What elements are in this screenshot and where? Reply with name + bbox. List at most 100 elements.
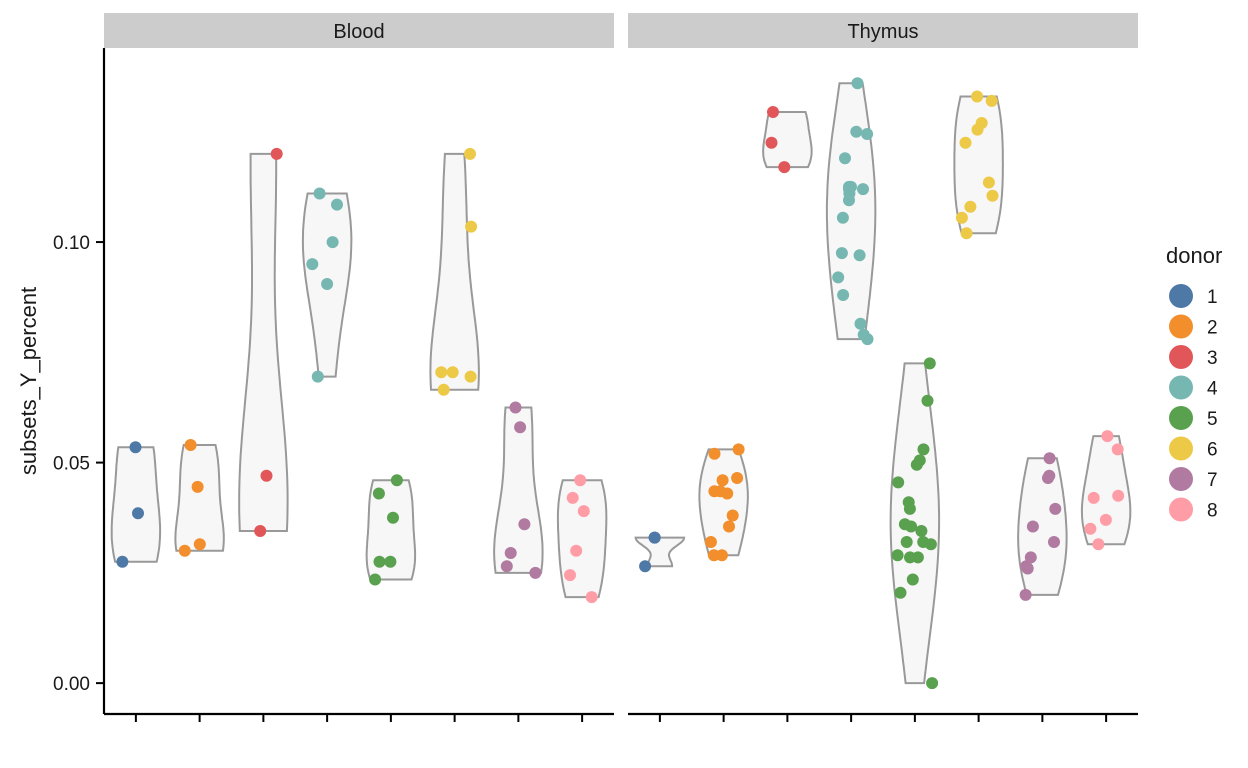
- data-point-donor-5: [891, 549, 904, 562]
- data-point-donor-4: [854, 317, 867, 330]
- data-point-donor-8: [1099, 513, 1112, 526]
- data-point-donor-2: [716, 474, 729, 487]
- data-point-donor-5: [906, 573, 919, 586]
- data-point-donor-7: [514, 421, 527, 434]
- data-point-donor-1: [129, 441, 142, 454]
- data-point-donor-5: [911, 551, 924, 564]
- legend-label: 1: [1207, 287, 1218, 308]
- data-point-donor-7: [1043, 452, 1056, 465]
- data-point-donor-1: [116, 555, 129, 568]
- violin-donor-7: [493, 406, 544, 574]
- data-point-donor-7: [1042, 472, 1054, 484]
- y-tick-label: 0.00: [53, 674, 90, 695]
- data-point-donor-4: [835, 247, 848, 260]
- legend-label: 2: [1207, 318, 1218, 339]
- data-point-donor-7: [1024, 551, 1037, 564]
- data-point-donor-2: [732, 443, 745, 456]
- legend-item-donor-2: 2: [1169, 314, 1218, 339]
- data-point-donor-2: [726, 509, 739, 522]
- data-point-donor-4: [861, 128, 874, 140]
- data-point-donor-4: [326, 236, 339, 249]
- legend-label: 5: [1207, 409, 1218, 430]
- data-point-donor-5: [373, 555, 386, 568]
- data-point-donor-7: [529, 566, 542, 579]
- data-point-donor-2: [184, 439, 197, 451]
- data-point-donor-1: [132, 507, 144, 520]
- legend-label: 4: [1207, 379, 1218, 400]
- data-point-donor-8: [566, 491, 579, 504]
- legend-items: 1 2 3 4 5 6 7 8: [1169, 284, 1218, 522]
- legend-swatch: [1169, 284, 1193, 308]
- legend-swatch: [1169, 436, 1193, 461]
- data-point-donor-5: [369, 573, 382, 586]
- data-point-donor-1: [639, 560, 652, 573]
- data-point-donor-2: [191, 480, 204, 493]
- data-point-donor-6: [437, 383, 450, 396]
- data-point-donor-6: [464, 147, 476, 160]
- violin-donor-2: [174, 444, 225, 552]
- violin-donor-4: [825, 82, 877, 341]
- data-point-donor-6: [465, 220, 478, 233]
- data-point-donor-4: [851, 77, 864, 90]
- violin-donor-8: [556, 479, 608, 599]
- data-point-donor-4: [306, 258, 319, 271]
- data-point-donor-8: [577, 505, 590, 518]
- legend-item-donor-8: 8: [1169, 497, 1218, 522]
- data-point-donor-7: [1048, 536, 1060, 548]
- violin-donor-8: [1080, 435, 1132, 546]
- data-point-donor-6: [982, 176, 995, 189]
- data-point-donor-2: [715, 549, 728, 562]
- data-point-donor-4: [311, 370, 324, 383]
- data-point-donor-3: [260, 469, 273, 482]
- data-point-donor-6: [985, 94, 998, 107]
- data-point-donor-5: [915, 525, 928, 537]
- facet-strip-label: Blood: [333, 21, 384, 43]
- data-point-donor-8: [1112, 489, 1125, 502]
- y-axis-title: subsets_Y_percent: [16, 287, 41, 475]
- data-point-donor-2: [731, 472, 744, 484]
- legend-label: 3: [1207, 348, 1218, 369]
- data-point-donor-7: [1026, 520, 1039, 533]
- data-point-donor-7: [1049, 502, 1062, 515]
- data-point-donor-4: [837, 289, 850, 301]
- y-axis: 0.00 0.05 0.10: [53, 233, 104, 695]
- data-point-donor-6: [446, 366, 459, 379]
- data-point-donor-8: [1101, 430, 1114, 443]
- violin-donor-1: [634, 536, 686, 568]
- legend-label: 6: [1207, 440, 1218, 461]
- data-point-donor-2: [708, 447, 721, 460]
- data-point-donor-5: [903, 502, 916, 515]
- data-point-donor-5: [917, 443, 930, 456]
- legend-swatch: [1169, 497, 1193, 522]
- data-point-donor-7: [504, 547, 517, 559]
- data-point-donor-6: [971, 90, 984, 103]
- data-point-donor-5: [390, 474, 403, 487]
- violin-donor-3: [238, 152, 289, 532]
- legend-item-donor-7: 7: [1169, 467, 1218, 491]
- data-point-donor-4: [313, 187, 326, 200]
- legend-item-donor-4: 4: [1169, 375, 1218, 400]
- facet-panels: Blood Thymus: [102, 13, 1138, 722]
- data-point-donor-4: [839, 152, 851, 165]
- data-point-donor-8: [570, 544, 583, 557]
- data-point-donor-8: [585, 591, 598, 604]
- data-point-donor-8: [1084, 522, 1097, 535]
- data-point-donor-6: [955, 211, 968, 224]
- data-point-donor-5: [384, 555, 397, 568]
- facet-strip: [104, 13, 614, 48]
- data-point-donor-4: [321, 278, 334, 290]
- violin-donor-5: [365, 479, 417, 581]
- data-point-donor-2: [178, 544, 191, 557]
- data-point-donor-6: [959, 136, 972, 149]
- data-point-donor-5: [372, 487, 385, 500]
- data-point-donor-5: [924, 538, 937, 551]
- data-point-donor-7: [1019, 588, 1032, 601]
- data-point-donor-5: [900, 536, 913, 548]
- data-point-donor-2: [193, 538, 206, 551]
- data-point-donor-5: [905, 520, 918, 533]
- data-point-donor-5: [926, 677, 939, 690]
- data-point-donor-8: [1092, 538, 1105, 551]
- data-point-donor-4: [861, 333, 874, 346]
- data-point-donor-2: [723, 520, 735, 533]
- y-tick-label: 0.10: [53, 233, 90, 254]
